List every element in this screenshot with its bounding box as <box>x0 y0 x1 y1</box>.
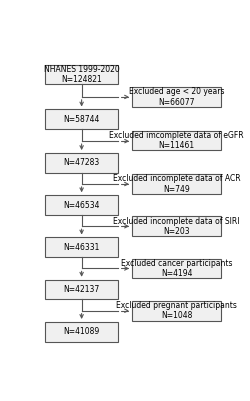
FancyBboxPatch shape <box>45 280 118 300</box>
FancyBboxPatch shape <box>45 322 118 342</box>
FancyBboxPatch shape <box>45 109 118 129</box>
FancyBboxPatch shape <box>132 174 221 194</box>
FancyBboxPatch shape <box>45 237 118 257</box>
FancyBboxPatch shape <box>132 131 221 150</box>
Text: Excluded incomplete data of SIRI
N=203: Excluded incomplete data of SIRI N=203 <box>113 217 240 236</box>
FancyBboxPatch shape <box>45 153 118 173</box>
FancyBboxPatch shape <box>132 217 221 236</box>
Text: NHANES 1999-2020
N=124821: NHANES 1999-2020 N=124821 <box>44 65 120 84</box>
Text: N=41089: N=41089 <box>64 327 100 336</box>
Text: N=42137: N=42137 <box>64 285 100 294</box>
Text: Excluded pregnant participants
N=1048: Excluded pregnant participants N=1048 <box>116 301 237 320</box>
Text: N=46331: N=46331 <box>64 243 100 252</box>
FancyBboxPatch shape <box>132 301 221 321</box>
Text: Excluded age < 20 years
N=66077: Excluded age < 20 years N=66077 <box>129 87 224 107</box>
Text: N=46534: N=46534 <box>64 200 100 210</box>
Text: N=58744: N=58744 <box>64 115 100 124</box>
FancyBboxPatch shape <box>45 195 118 215</box>
Text: Excluded imcomplete data of eGFR
N=11461: Excluded imcomplete data of eGFR N=11461 <box>109 131 244 150</box>
Text: N=47283: N=47283 <box>64 158 100 168</box>
FancyBboxPatch shape <box>45 65 118 84</box>
FancyBboxPatch shape <box>132 259 221 278</box>
Text: Excluded cancer participants
N=4194: Excluded cancer participants N=4194 <box>121 259 232 278</box>
FancyBboxPatch shape <box>132 87 221 107</box>
Text: Excluded incomplete data of ACR
N=749: Excluded incomplete data of ACR N=749 <box>113 174 240 194</box>
